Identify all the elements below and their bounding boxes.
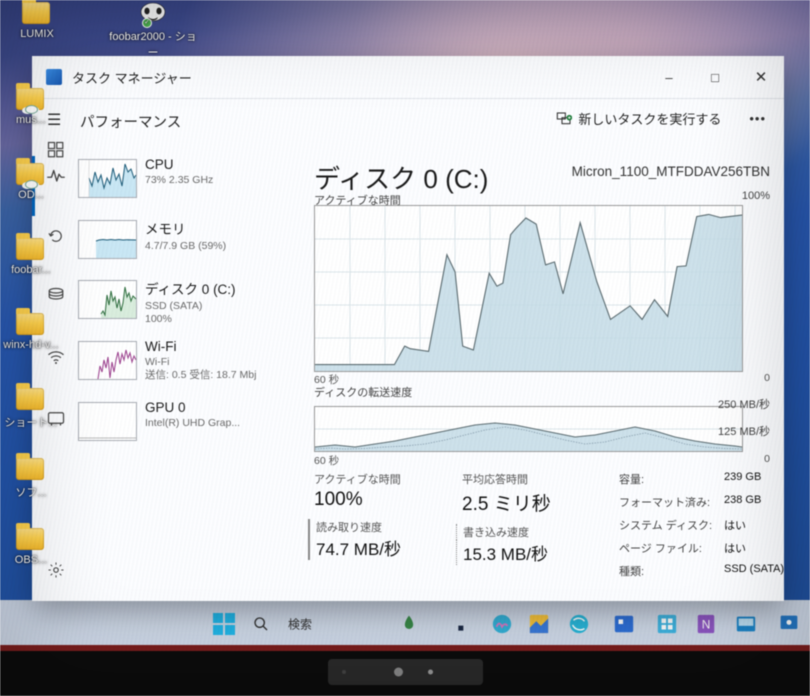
svg-text:N: N (702, 617, 711, 631)
